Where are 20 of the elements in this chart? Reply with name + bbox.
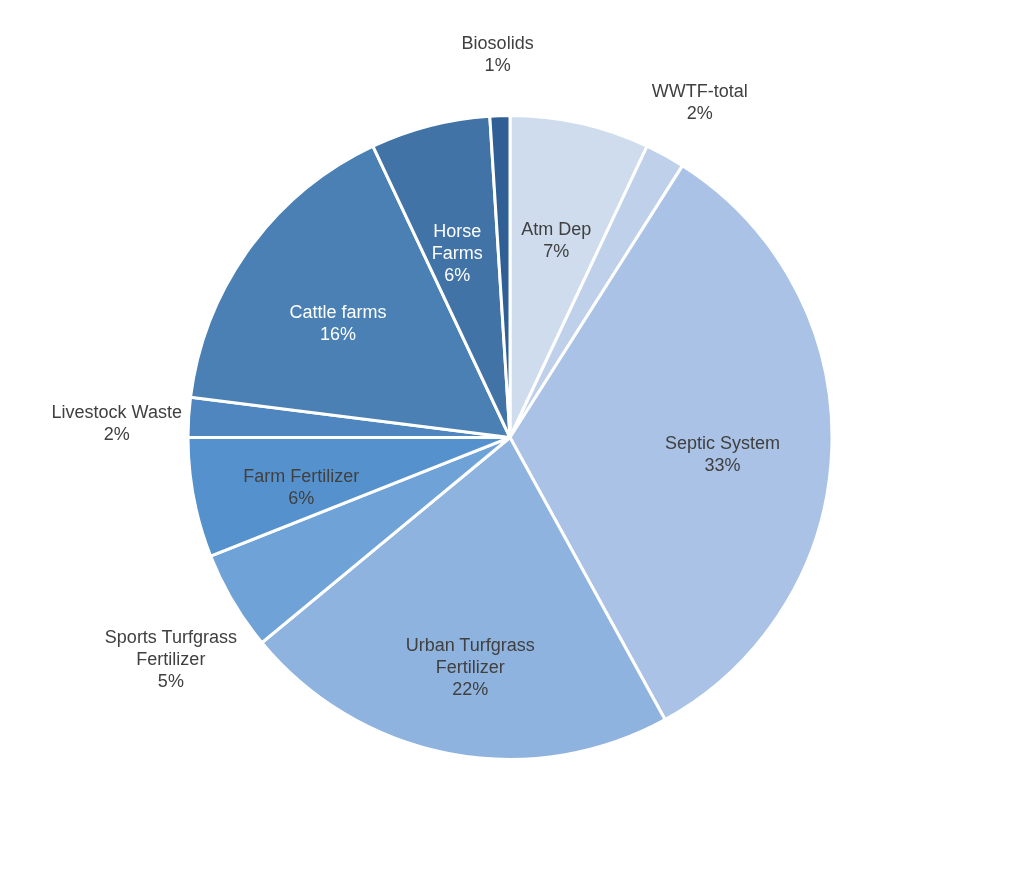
slice-label: Horse Farms <box>431 220 483 263</box>
data-label: 33% <box>704 455 741 476</box>
slice-label: Livestock Waste <box>51 401 182 422</box>
data-label: 5% <box>157 671 184 692</box>
data-label: 22% <box>452 679 489 700</box>
slice-label: Cattle farms <box>289 301 387 322</box>
data-label: 6% <box>444 264 471 285</box>
data-label: 6% <box>288 488 315 509</box>
slice-label: Atm Dep <box>521 219 592 240</box>
slice-label: Biosolids <box>461 32 534 53</box>
slice-label: Farm Fertilizer <box>243 466 360 487</box>
data-label: 7% <box>543 241 570 262</box>
data-label: 16% <box>320 323 357 344</box>
data-label: 2% <box>686 103 713 124</box>
data-label: 1% <box>484 54 511 75</box>
slice-label: WWTF-total <box>651 81 748 102</box>
data-label: 2% <box>103 423 130 444</box>
slice-label: Urban Turfgrass Fertilizer <box>405 635 535 678</box>
slice-label: Septic System <box>664 433 780 454</box>
slice-label: Sports Turfgrass Fertilizer <box>104 627 237 670</box>
